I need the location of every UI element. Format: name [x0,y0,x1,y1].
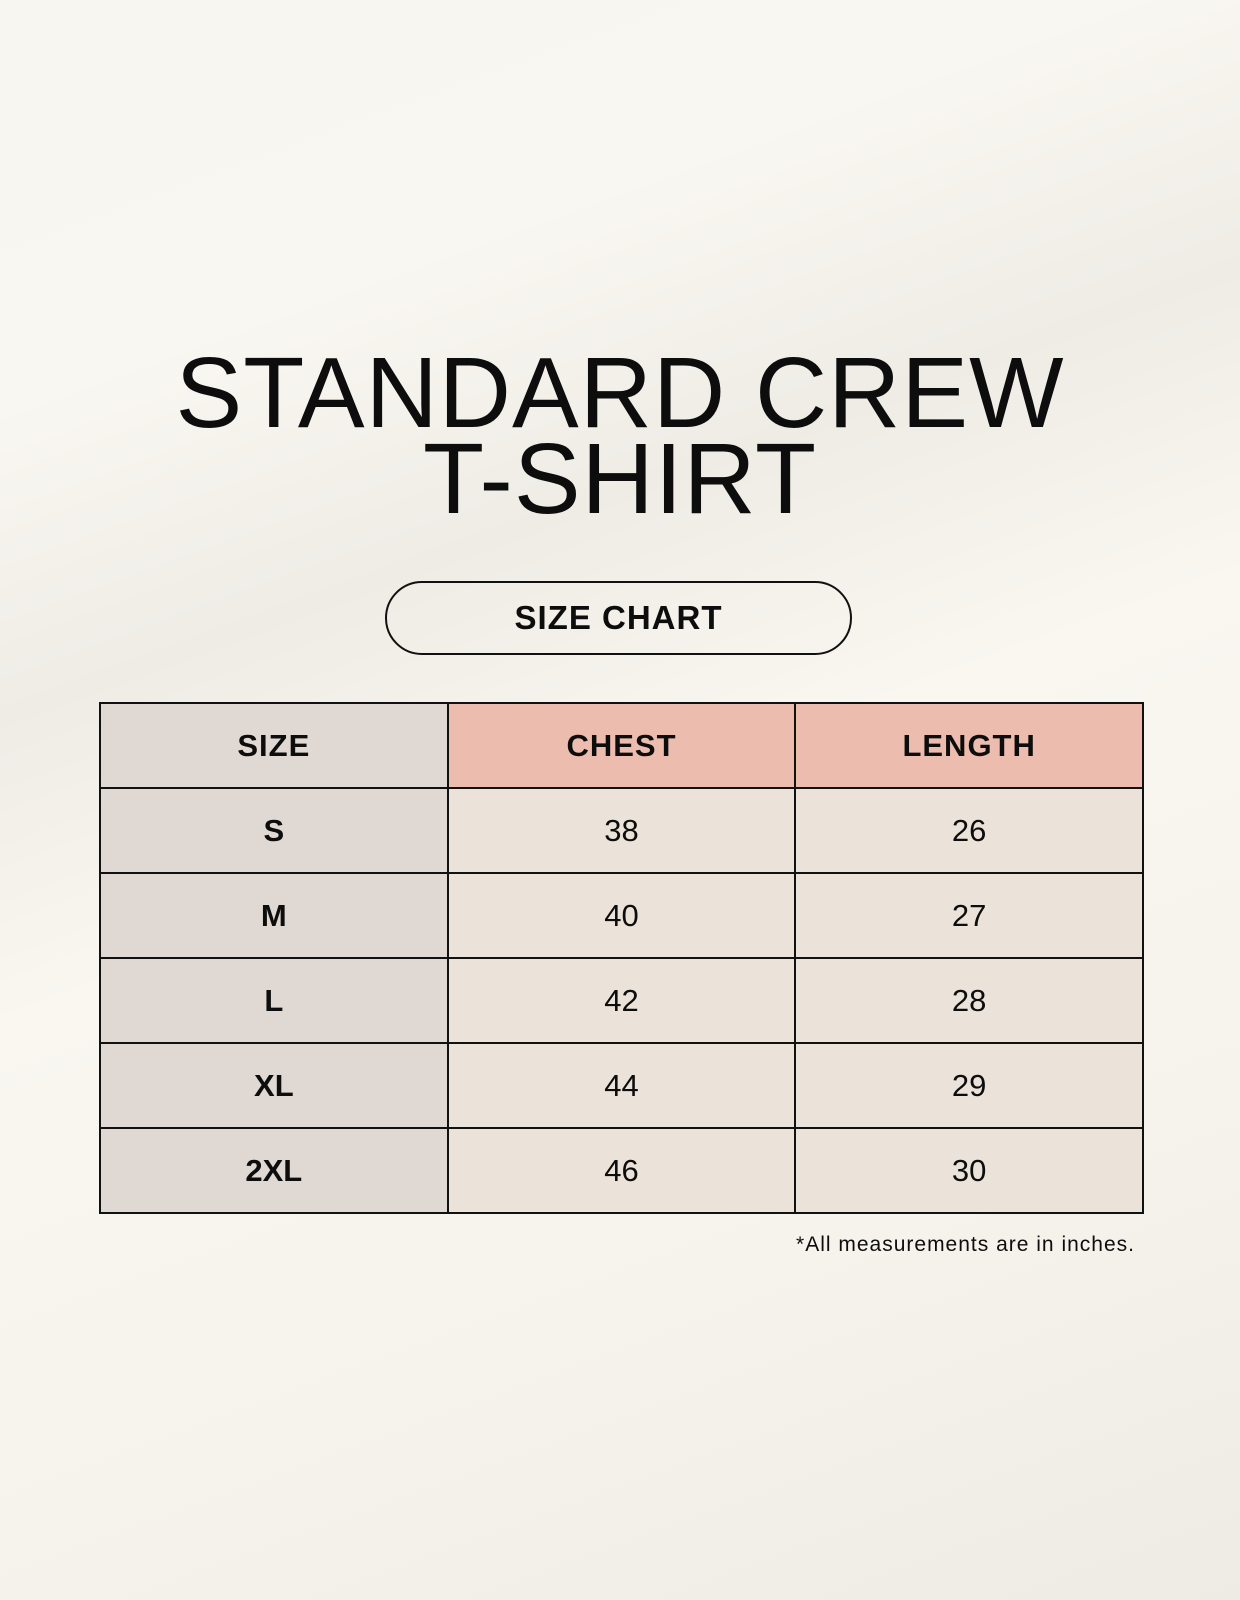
chest-cell: 44 [446,1042,797,1129]
chest-cell: 40 [446,872,797,959]
table-row: 2XL 46 30 [99,1127,1144,1214]
length-cell: 28 [794,957,1144,1044]
length-cell: 30 [794,1127,1144,1214]
size-cell: S [99,787,449,874]
length-cell: 29 [794,1042,1144,1129]
header-length: LENGTH [794,702,1144,789]
table-row: L 42 28 [99,957,1144,1044]
size-table: SIZE CHEST LENGTH S 38 26 M 40 27 L 42 28 XL 44 29 2… [99,702,1144,1214]
chest-cell: 38 [446,787,797,874]
table-row: XL 44 29 [99,1042,1144,1129]
title-line-2: T-SHIRT [422,423,818,535]
length-cell: 27 [794,872,1144,959]
header-size: SIZE [99,702,449,789]
size-cell: XL [99,1042,449,1129]
size-cell: 2XL [99,1127,449,1214]
page-title: STANDARD CREW T-SHIRT [0,337,1240,535]
title-line-1: STANDARD CREW [175,337,1065,449]
header-chest: CHEST [446,702,797,789]
chest-cell: 46 [446,1127,797,1214]
size-cell: M [99,872,449,959]
chest-cell: 42 [446,957,797,1044]
size-chart-badge: SIZE CHART [385,581,852,655]
table-header-row: SIZE CHEST LENGTH [99,702,1144,789]
table-row: S 38 26 [99,787,1144,874]
length-cell: 26 [794,787,1144,874]
footnote: *All measurements are in inches. [796,1233,1135,1256]
table-row: M 40 27 [99,872,1144,959]
size-cell: L [99,957,449,1044]
